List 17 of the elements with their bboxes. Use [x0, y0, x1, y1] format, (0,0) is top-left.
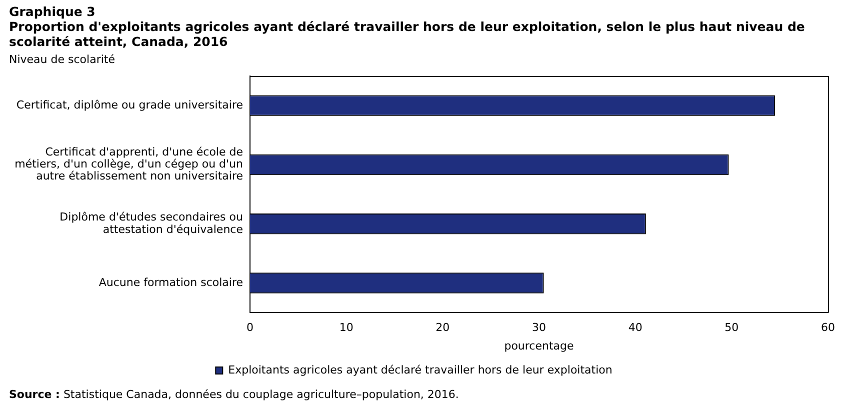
x-tick-label: 60: [821, 321, 835, 334]
x-tick-label: 50: [724, 321, 739, 334]
chart-subtitle: Proportion d'exploitants agricoles ayant déclaré travailler hors de leur exploitation, selon le plus haut niveau de scolarité atteint, Canada, 2016: [9, 19, 806, 49]
x-axis-title: pourcentage: [504, 339, 574, 352]
y-tick-label: Aucune formation scolaire: [98, 276, 244, 289]
y-tick-label: Certificat d'apprenti, d'une école de métiers, d'un collège, d'un cégep ou d'un autre établissement non universitaire: [14, 145, 244, 183]
legend-label: Exploitants agricoles ayant déclaré travailler hors de leur exploitation: [228, 363, 612, 376]
source-note: Source : Statistique Canada, données du couplage agriculture–population, 2016.: [8, 387, 460, 401]
y-tick-label: Diplôme d'études secondaires ou attestation d'équivalence: [60, 210, 244, 236]
text: Graphique 3: [9, 4, 96, 19]
x-tick-label: 40: [628, 321, 642, 334]
x-tick-label: 30: [532, 321, 546, 334]
y-tick-label: Certificat, diplôme ou grade universitaire: [16, 98, 244, 112]
x-tick-label: 20: [436, 321, 450, 334]
y-axis-title: Niveau de scolarité: [8, 52, 116, 66]
x-tick-label: 10: [339, 321, 354, 334]
x-tick-label: 0: [246, 321, 254, 334]
